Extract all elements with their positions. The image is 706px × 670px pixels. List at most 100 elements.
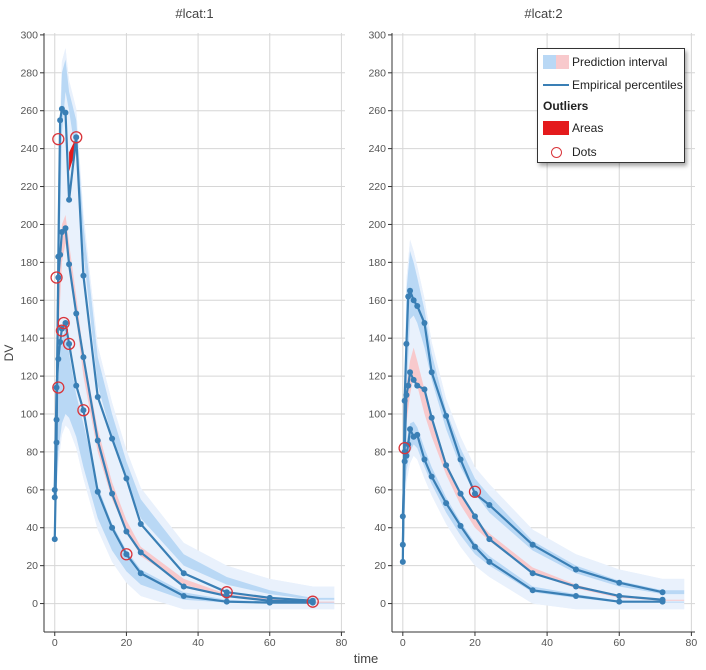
outlier-dot[interactable] bbox=[50, 271, 63, 284]
outlier-dot[interactable] bbox=[468, 485, 482, 498]
outlier-dot[interactable] bbox=[398, 441, 411, 455]
data-point-p10[interactable] bbox=[266, 599, 273, 606]
data-point-p10[interactable] bbox=[486, 558, 493, 565]
data-point-p50[interactable] bbox=[616, 592, 623, 599]
legend-item-dots[interactable]: Dots bbox=[538, 144, 597, 160]
data-point-p90[interactable] bbox=[486, 501, 493, 508]
data-point-p90[interactable] bbox=[471, 490, 478, 497]
data-point-p50[interactable] bbox=[62, 225, 69, 232]
data-point-p90[interactable] bbox=[616, 579, 623, 586]
data-point-p50[interactable] bbox=[80, 354, 87, 361]
data-point-p10[interactable] bbox=[529, 587, 536, 594]
data-point-p50[interactable] bbox=[180, 583, 187, 590]
outlier-dot[interactable] bbox=[220, 586, 233, 599]
data-point-p50[interactable] bbox=[405, 382, 412, 389]
data-point-p50[interactable] bbox=[414, 382, 421, 389]
data-point-p90[interactable] bbox=[405, 293, 412, 300]
data-point-p90[interactable] bbox=[51, 536, 58, 543]
data-point-p90[interactable] bbox=[58, 105, 65, 112]
data-point-p90[interactable] bbox=[410, 297, 417, 304]
data-point-p10[interactable] bbox=[401, 458, 408, 465]
data-point-p10[interactable] bbox=[471, 543, 478, 550]
data-point-p10[interactable] bbox=[428, 473, 435, 480]
outlier-dot[interactable] bbox=[57, 316, 70, 330]
data-point-p10[interactable] bbox=[399, 513, 406, 520]
data-point-p10[interactable] bbox=[616, 598, 623, 605]
data-point-p10[interactable] bbox=[443, 500, 450, 507]
data-point-p50[interactable] bbox=[428, 414, 435, 421]
data-point-p10[interactable] bbox=[659, 598, 666, 605]
outlier-dot[interactable] bbox=[55, 324, 69, 337]
data-point-p10[interactable] bbox=[57, 338, 64, 345]
data-point-p10[interactable] bbox=[73, 382, 80, 389]
data-point-p90[interactable] bbox=[414, 302, 421, 309]
data-point-p50[interactable] bbox=[407, 369, 414, 376]
data-point-p50[interactable] bbox=[94, 437, 101, 444]
data-point-p90[interactable] bbox=[123, 475, 130, 482]
data-point-p10[interactable] bbox=[80, 407, 87, 414]
data-point-p50[interactable] bbox=[399, 541, 406, 548]
data-point-p50[interactable] bbox=[109, 490, 116, 497]
data-point-p90[interactable] bbox=[399, 558, 406, 565]
data-point-p50[interactable] bbox=[73, 310, 80, 317]
data-point-p10[interactable] bbox=[407, 426, 414, 433]
data-point-p90[interactable] bbox=[659, 589, 666, 596]
legend-item-empirical-percentiles[interactable]: Empirical percentiles bbox=[538, 77, 683, 93]
data-point-p10[interactable] bbox=[109, 524, 116, 531]
data-point-p50[interactable] bbox=[410, 376, 417, 383]
data-point-p50[interactable] bbox=[443, 462, 450, 469]
data-point-p50[interactable] bbox=[55, 274, 62, 281]
data-point-p50[interactable] bbox=[66, 261, 73, 268]
data-point-p10[interactable] bbox=[309, 599, 316, 606]
data-point-p10[interactable] bbox=[51, 486, 58, 493]
data-point-p10[interactable] bbox=[223, 598, 230, 605]
data-point-p10[interactable] bbox=[55, 356, 62, 363]
data-point-p90[interactable] bbox=[137, 520, 144, 527]
data-point-p10[interactable] bbox=[457, 522, 464, 529]
data-point-p50[interactable] bbox=[529, 570, 536, 577]
outlier-dot[interactable] bbox=[52, 133, 65, 146]
data-point-p90[interactable] bbox=[529, 541, 536, 548]
data-point-p90[interactable] bbox=[421, 320, 428, 327]
data-point-p10[interactable] bbox=[62, 320, 69, 327]
data-point-p10[interactable] bbox=[572, 592, 579, 599]
data-point-p50[interactable] bbox=[403, 392, 410, 399]
outlier-dot[interactable] bbox=[306, 595, 319, 608]
data-point-p50[interactable] bbox=[137, 549, 144, 556]
data-point-p50[interactable] bbox=[58, 229, 65, 236]
legend-item-areas[interactable]: Areas bbox=[538, 120, 603, 136]
data-point-p50[interactable] bbox=[486, 536, 493, 543]
data-point-p50[interactable] bbox=[457, 490, 464, 497]
legend-item-prediction-interval[interactable]: Prediction interval bbox=[538, 54, 667, 70]
data-point-p10[interactable] bbox=[421, 456, 428, 463]
outlier-dot[interactable] bbox=[120, 548, 133, 561]
data-point-p90[interactable] bbox=[73, 134, 80, 141]
data-point-p50[interactable] bbox=[572, 583, 579, 590]
data-point-p90[interactable] bbox=[403, 340, 410, 347]
data-point-p90[interactable] bbox=[443, 412, 450, 419]
data-point-p90[interactable] bbox=[109, 435, 116, 442]
data-point-p10[interactable] bbox=[66, 340, 73, 347]
data-point-p90[interactable] bbox=[80, 272, 87, 279]
data-point-p90[interactable] bbox=[66, 196, 73, 203]
data-point-p10[interactable] bbox=[94, 488, 101, 495]
outlier-dot[interactable] bbox=[70, 131, 83, 144]
data-point-p50[interactable] bbox=[123, 528, 130, 535]
data-point-p90[interactable] bbox=[180, 570, 187, 577]
data-point-p90[interactable] bbox=[62, 109, 69, 116]
data-point-p90[interactable] bbox=[407, 287, 414, 294]
data-point-p50[interactable] bbox=[57, 251, 64, 258]
data-point-p10[interactable] bbox=[123, 551, 130, 558]
data-point-p90[interactable] bbox=[572, 566, 579, 573]
data-point-p90[interactable] bbox=[428, 369, 435, 376]
data-point-p10[interactable] bbox=[414, 431, 421, 438]
data-point-p10[interactable] bbox=[137, 570, 144, 577]
outlier-dot[interactable] bbox=[77, 404, 90, 417]
outlier-dot[interactable] bbox=[62, 337, 76, 351]
data-point-p50[interactable] bbox=[421, 386, 428, 393]
outlier-dot[interactable] bbox=[52, 381, 65, 394]
data-point-p10[interactable] bbox=[180, 592, 187, 599]
data-point-p50[interactable] bbox=[51, 494, 58, 501]
data-point-p90[interactable] bbox=[94, 393, 101, 400]
data-point-p90[interactable] bbox=[457, 456, 464, 463]
